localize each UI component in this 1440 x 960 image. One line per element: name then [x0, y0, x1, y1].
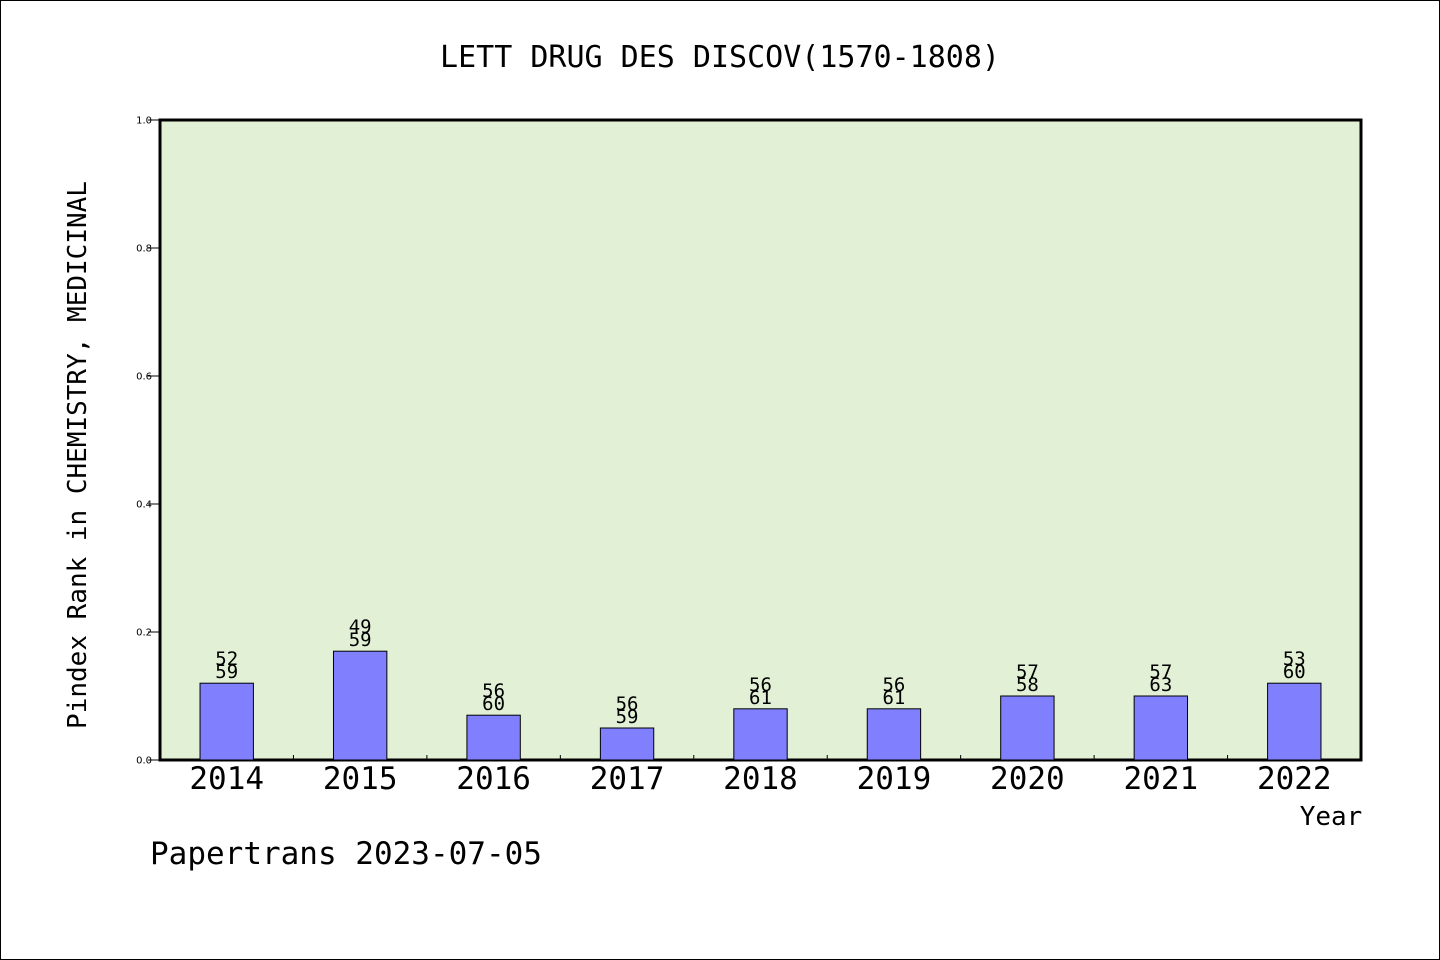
bar-label-top: 57	[1016, 661, 1039, 683]
x-tick-label: 2022	[1257, 761, 1332, 797]
bar-label-bottom: 59	[616, 706, 639, 728]
bar-label-top: 56	[749, 674, 772, 696]
bar-label-bottom: 59	[215, 661, 238, 683]
bar-label-bottom: 61	[749, 687, 772, 709]
bar-2015	[332, 650, 388, 761]
chart-title: LETT DRUG DES DISCOV(1570-1808)	[440, 40, 1000, 75]
bar-label-top: 49	[349, 616, 372, 638]
bar-label-top: 56	[882, 674, 905, 696]
y-tick-label: 0.0	[136, 756, 152, 767]
y-tick-label: 0.8	[136, 244, 152, 255]
bar-2022	[1267, 682, 1322, 761]
y-tick-label: 1.0	[136, 116, 152, 127]
bar-label-bottom: 59	[349, 629, 372, 651]
x-tick-label: 2018	[723, 761, 798, 797]
y-axis: 0.0 0.2 0.4 0.6 0.8 1.0	[136, 116, 160, 767]
x-tick-label: 2017	[590, 761, 665, 797]
x-axis-label: Year	[1300, 802, 1363, 832]
x-tick-label: 2021	[1124, 761, 1199, 797]
x-tick-label: 2015	[323, 761, 398, 797]
x-tick-label: 2014	[189, 761, 264, 797]
bar-2019	[866, 708, 922, 761]
bar-2017	[599, 727, 655, 761]
bar-2018	[733, 708, 788, 761]
x-tick-label: 2020	[990, 761, 1065, 797]
x-tick-label: 2019	[857, 761, 932, 797]
bar-label-bottom: 63	[1149, 674, 1172, 696]
footer-credit: Papertrans 2023-07-05	[150, 836, 542, 872]
bar-label-bottom: 60	[482, 693, 505, 715]
bar-2016	[466, 714, 521, 761]
bar-label-top: 53	[1283, 648, 1306, 670]
bar-2021	[1133, 695, 1189, 761]
bar-2014	[199, 682, 254, 761]
bar-label-bottom: 58	[1016, 674, 1039, 696]
bar-2020	[1000, 695, 1055, 761]
bar-label-bottom: 61	[882, 687, 905, 709]
y-tick-label: 0.2	[136, 628, 152, 639]
bar-label-top: 56	[616, 693, 639, 715]
y-tick-label: 0.4	[136, 500, 152, 511]
y-axis-label: Pindex Rank in CHEMISTRY, MEDICINAL	[63, 181, 93, 729]
bar-label-top: 57	[1149, 661, 1172, 683]
x-axis: 2014 2015 2016 2017 2018 2019 2020 2021 2022	[189, 755, 1332, 797]
y-tick-label: 0.6	[136, 372, 152, 383]
bar-label-top: 52	[215, 648, 238, 670]
bar-label-top: 56	[482, 680, 505, 702]
bar-label-bottom: 60	[1283, 661, 1306, 683]
x-tick-label: 2016	[456, 761, 531, 797]
